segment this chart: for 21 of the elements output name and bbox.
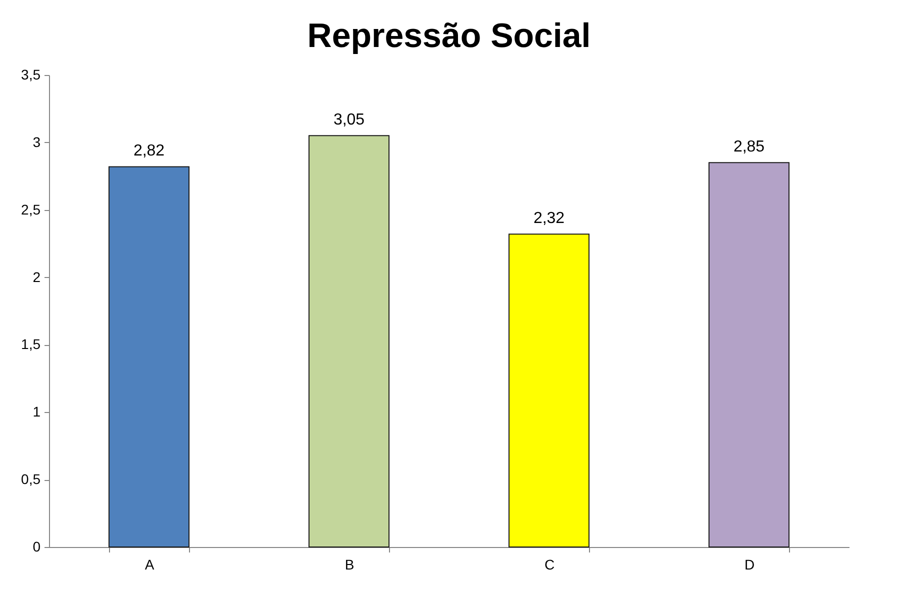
data-label: 3,05 [333, 112, 365, 129]
y-tick-label: 0 [32, 538, 41, 554]
y-tick-label: 3 [32, 134, 41, 150]
y-tick-label: 0,5 [21, 471, 41, 488]
bar [108, 166, 190, 548]
x-tick-label: B [344, 556, 354, 572]
bar [708, 162, 790, 548]
bar [508, 234, 590, 548]
y-tick-label: 1 [32, 404, 41, 420]
x-tick-label: A [144, 556, 155, 572]
data-label: 2,82 [133, 142, 165, 160]
x-tick-label: D [744, 556, 755, 572]
y-tick-label: 2 [32, 268, 41, 285]
bar [308, 135, 390, 548]
data-label: 2,85 [733, 138, 765, 156]
y-tick-label: 1,5 [21, 336, 41, 352]
x-tick-label: C [544, 556, 555, 572]
y-tick-label: 2,5 [21, 201, 41, 218]
chart-title: Repressão Social [307, 17, 591, 55]
y-tick-label: 3,5 [21, 66, 41, 82]
data-label: 2,32 [533, 210, 565, 228]
